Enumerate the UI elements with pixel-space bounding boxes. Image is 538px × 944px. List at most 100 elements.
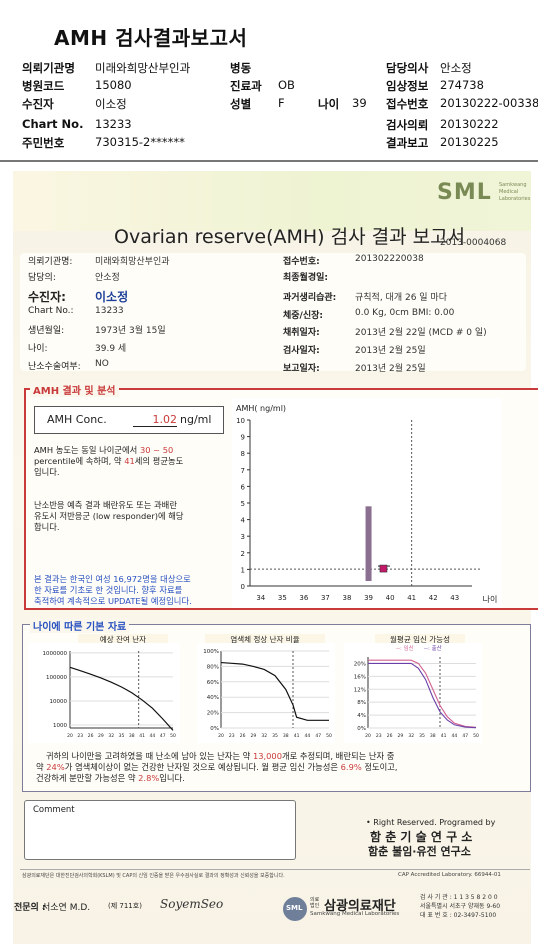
business-line: 검 사 기 관 : 1 1 3 5 8 2 0 0 (420, 894, 498, 901)
research-institute-1: 함 춘 기 술 연 구 소 (370, 830, 473, 844)
org-subname: Samkwang Medical Laboratories (310, 911, 400, 917)
y-tick-label: 40% (207, 695, 219, 701)
x-tick-label: 23 (229, 733, 235, 739)
series-line-0 (368, 659, 477, 728)
patient-info-value: 39.9 세 (95, 344, 127, 354)
amh-text-line: 합니다. (34, 522, 60, 532)
y-tick-label: 10 (236, 417, 245, 425)
patient-info-value: 13233 (95, 306, 124, 316)
x-tick-label: 42 (429, 594, 438, 602)
x-tick-label: 47 (462, 733, 468, 739)
normal-chromosome-chart: 0% 20% 40% 60% 80% 100% 20 23 26 29 32 35 38 41 44 47 50 (197, 643, 335, 743)
fertility-section-title: 나이에 따른 기본 자료 (30, 618, 130, 633)
x-tick-label: 43 (450, 594, 459, 602)
patient-info-label: 담당의: (28, 273, 56, 283)
comment-box: Comment (24, 800, 296, 860)
x-tick-label: 26 (387, 733, 393, 739)
patient-info-value: 미래와희망산부인과 (95, 257, 170, 267)
x-tick-label: 50 (326, 733, 332, 739)
y-tick-label: 5 (241, 500, 245, 508)
header-field-label: Chart No. (22, 117, 84, 131)
amh-basis-text: 본 결과는 한국인 여성 16,972명을 대상으로 한 자료를 기초로 한 것… (34, 574, 234, 607)
patient-info-label: 의뢰기관명: (28, 257, 73, 267)
doctor-label: 전문의 : (14, 903, 46, 913)
y-tick-label: 3 (241, 533, 245, 541)
x-tick-label: 20 (218, 733, 224, 739)
amh-response-text: 난소반응 예측 결과 배란유도 또는 과배란 유도시 저반응군 (low res… (34, 500, 234, 533)
header-field-value: 20130225 (440, 135, 499, 149)
x-axis-title: 나이 (483, 594, 498, 604)
y-tick-label: 0% (210, 726, 219, 732)
mini-chart-title: 염색체 정상 난자 비율 (205, 634, 325, 645)
age-label: 나이 (318, 97, 340, 111)
amh-section-title: AMH 결과 및 분석 (30, 382, 119, 397)
x-tick-label: 23 (77, 733, 83, 739)
patient-info-label: Chart No.: (28, 306, 74, 316)
sml-logo-subtitle: Samkwang Medical Laboratories (499, 182, 531, 202)
header-divider (0, 160, 538, 162)
y-tick-label: 100000 (46, 675, 67, 681)
x-tick-label: 38 (430, 733, 436, 739)
rights-text: • Right Reserved. Programed by (366, 818, 496, 827)
series-line-1 (368, 662, 477, 729)
y-tick-label: 8% (357, 700, 366, 706)
y-tick-label: 8 (241, 450, 245, 458)
x-tick-label: 38 (343, 594, 352, 602)
remaining-eggs-value: 13,000 (252, 751, 282, 761)
y-tick-label: 4 (241, 517, 246, 525)
org-prefix: 의료법인 (310, 897, 320, 909)
doctor-signature: SoyemSeo (160, 897, 224, 911)
header-field-value: 안소정 (440, 61, 472, 75)
header-field-label: 수진자 (22, 97, 54, 111)
x-tick-label: 44 (305, 733, 311, 739)
x-tick-label: 36 (299, 594, 308, 602)
amh-conc-unit: ng/ml (180, 413, 212, 426)
report-title: Ovarian reserve(AMH) 검사 결과 보고서 (114, 226, 466, 248)
x-tick-label: 26 (240, 733, 246, 739)
header-field-label: 진료과 (230, 79, 262, 93)
org-business-info: 검 사 기 관 : 1 1 3 5 8 2 0 0 서울특별시 서초구 양재동 … (420, 893, 500, 920)
legend-entry-delivery: --: 출산 (424, 644, 442, 652)
x-tick-label: 47 (315, 733, 321, 739)
patient-info-label: 난소수술여부: (28, 362, 81, 372)
cap-accreditation: CAP Accredited Laboratory. 66944-01 (398, 872, 501, 878)
x-tick-label: 38 (129, 733, 135, 739)
percentile-range-bar (365, 506, 372, 582)
header-field-label: 병동 (230, 61, 252, 75)
x-tick-label: 35 (272, 733, 278, 739)
y-tick-label: 100% (203, 649, 219, 655)
footer-rule (20, 869, 530, 870)
delivery-rate-value: 2.8% (138, 773, 160, 783)
y-tick-label: 80% (207, 664, 219, 670)
patient-info-value: 이소정 (95, 290, 129, 304)
patient-info-label: 접수번호: (283, 257, 320, 267)
research-institute-2: 함춘 불임·유전 연구소 (368, 845, 471, 858)
x-tick-label: 50 (170, 733, 176, 739)
header-field-value: 20130222 (440, 117, 499, 131)
header-field-label: 담당의사 (386, 61, 429, 75)
patient-info-value: 2013년 2월 25일 (355, 346, 426, 356)
amh-conc-box: AMH Conc. 1.02 ng/ml (34, 406, 224, 434)
header-field-label: 결과보고 (386, 136, 429, 150)
summary-text: 귀하의 나이만을 고려하였을 때 난소에 남아 있는 난자는 약 (46, 751, 251, 761)
x-tick-label: 29 (98, 733, 104, 739)
x-tick-label: 41 (441, 733, 447, 739)
summary-text: 건강하게 분만할 가능성은 약 (36, 773, 136, 783)
pregnancy-rate-value: 6.9% (340, 762, 362, 772)
samkwang-logo-icon: SML (283, 897, 307, 921)
doctor-name: 서소연 M.D. (42, 903, 91, 913)
x-tick-label: 41 (407, 594, 416, 602)
x-tick-label: 44 (150, 733, 156, 739)
mini-chart-background (344, 643, 482, 743)
sml-logo: SML (437, 180, 492, 205)
x-tick-label: 37 (321, 594, 330, 602)
summary-text: 약 (36, 762, 44, 772)
monthly-pregnancy-chart: 0% 4% 8% 12% 16% 20% 20 23 26 29 32 35 38 41 44 47 50 --:… (344, 643, 482, 743)
y-tick-label: 60% (207, 680, 219, 686)
header-field-value: OB (278, 78, 295, 92)
patient-info-label: 최종월경일: (283, 273, 328, 283)
header-field-label: 임상정보 (386, 79, 429, 93)
y-tick-label: 9 (241, 434, 245, 442)
